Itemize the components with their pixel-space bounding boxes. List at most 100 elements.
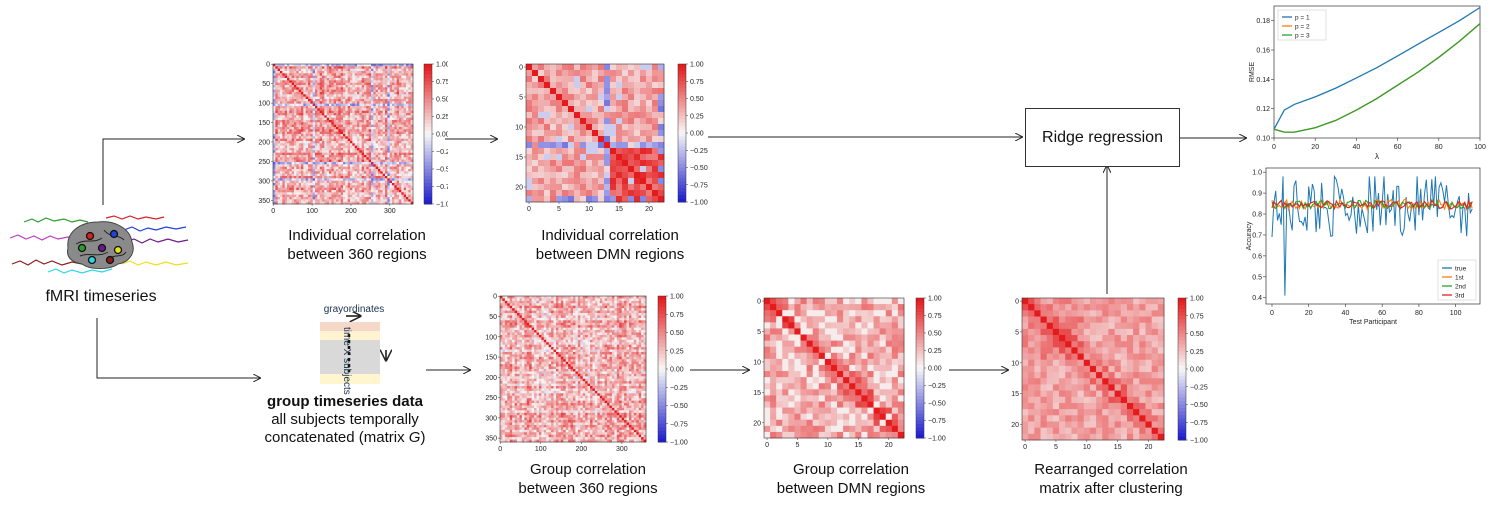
- matrix-cell: [382, 201, 386, 205]
- matrix-cell: [604, 296, 608, 299]
- matrix-cell: [638, 310, 642, 314]
- matrix-cell: [298, 101, 302, 105]
- matrix-cell: [308, 108, 311, 112]
- matrix-cell: [280, 78, 283, 81]
- matrix-cell: [582, 313, 586, 316]
- matrix-cell: [294, 87, 297, 91]
- matrix-cell: [577, 322, 581, 326]
- matrix-cell: [319, 106, 323, 109]
- matrix-cell: [347, 201, 351, 205]
- matrix-cell: [622, 64, 629, 71]
- matrix-cell: [329, 166, 332, 170]
- matrix-cell: [333, 106, 337, 109]
- colorbar-segment: [678, 177, 686, 182]
- matrix-cell: [558, 303, 562, 307]
- colorbar-segment: [678, 181, 686, 186]
- matrix-cell: [317, 82, 321, 86]
- matrix-cell: [652, 196, 659, 203]
- matrix-cell: [401, 82, 405, 86]
- matrix-cell: [289, 183, 293, 186]
- matrix-cell: [361, 194, 365, 198]
- matrix-cell: [352, 73, 356, 77]
- matrix-cell: [333, 66, 337, 70]
- matrix-cell: [609, 303, 613, 307]
- matrix-cell: [396, 129, 400, 133]
- matrix-cell: [375, 162, 379, 165]
- matrix-cell: [368, 113, 372, 116]
- matrix-cell: [366, 96, 370, 100]
- matrix-cell: [289, 185, 293, 189]
- matrix-cell: [532, 166, 539, 173]
- matrix-cell: [563, 296, 567, 299]
- matrix-cell: [509, 308, 513, 311]
- matrix-cell: [544, 136, 551, 143]
- matrix-cell: [294, 169, 297, 172]
- matrix-cell: [385, 171, 388, 175]
- matrix-cell: [352, 169, 356, 172]
- matrix-cell: [514, 298, 518, 302]
- matrix-cell: [563, 322, 567, 326]
- matrix-cell: [602, 298, 606, 302]
- matrix-cell: [396, 92, 400, 95]
- matrix-cell: [310, 178, 314, 182]
- colorbar-tick: 0.75: [436, 79, 448, 86]
- matrix-cell: [598, 124, 605, 131]
- matrix-cell: [324, 101, 328, 105]
- matrix-cell: [312, 164, 316, 168]
- matrix-cell: [616, 190, 623, 197]
- matrix-cell: [586, 142, 593, 149]
- matrix-cell: [634, 76, 641, 83]
- matrix-cell: [403, 115, 407, 119]
- matrix-cell: [614, 298, 618, 302]
- matrix-cell: [394, 197, 398, 200]
- matrix-cell: [317, 190, 321, 193]
- matrix-cell: [280, 108, 283, 112]
- matrix-cell: [322, 101, 325, 105]
- matrix-cell: [553, 300, 557, 304]
- matrix-cell: [294, 68, 297, 72]
- matrix-cell: [296, 185, 300, 189]
- matrix-cell: [614, 317, 618, 321]
- matrix-cell: [592, 154, 599, 161]
- matrix-cell: [319, 73, 323, 77]
- matrix-cell: [338, 71, 342, 74]
- matrix-cell: [294, 180, 297, 184]
- matrix-cell: [526, 305, 530, 309]
- matrix-cell: [312, 143, 316, 147]
- matrix-cell: [373, 68, 377, 72]
- matrix-cell: [394, 162, 398, 165]
- matrix-cell: [289, 94, 293, 98]
- matrix-cell: [586, 166, 593, 173]
- matrix-cell: [519, 320, 523, 324]
- matrix-cell: [389, 155, 393, 158]
- matrix-cell: [568, 184, 575, 191]
- matrix-cell: [389, 183, 393, 186]
- matrix-cell: [275, 173, 279, 177]
- matrix-cell: [296, 78, 300, 81]
- matrix-cell: [574, 190, 581, 197]
- matrix-cell: [294, 187, 297, 191]
- matrix-cell: [277, 187, 281, 191]
- matrix-cell: [634, 118, 641, 125]
- matrix-cell: [310, 162, 314, 165]
- matrix-cell: [310, 171, 314, 175]
- matrix-cell: [408, 171, 412, 175]
- matrix-cell: [373, 64, 377, 67]
- matrix-cell: [324, 157, 328, 161]
- matrix-cell: [331, 124, 335, 128]
- matrix-cell: [366, 134, 370, 137]
- matrix-cell: [317, 80, 321, 84]
- matrix-cell: [284, 173, 288, 177]
- matrix-cell: [343, 96, 346, 100]
- matrix-cell: [303, 131, 307, 135]
- matrix-cell: [512, 298, 515, 302]
- matrix-cell: [598, 64, 605, 71]
- matrix-cell: [326, 99, 330, 102]
- matrix-cell: [359, 152, 363, 156]
- matrix-cell: [614, 300, 618, 304]
- matrix-cell: [312, 201, 316, 205]
- colorbar-segment: [678, 95, 686, 99]
- matrix-cell: [282, 138, 286, 142]
- matrix-cell: [287, 180, 290, 184]
- matrix-cell: [354, 134, 358, 137]
